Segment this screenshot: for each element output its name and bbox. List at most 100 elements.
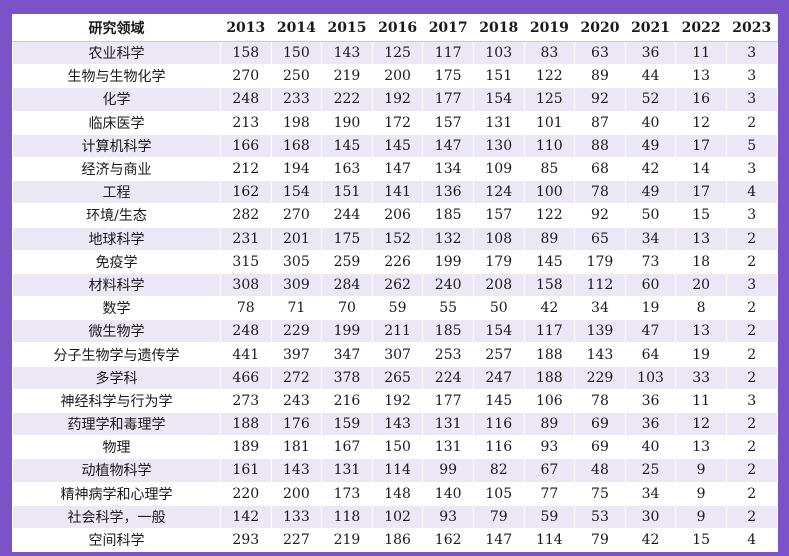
field-name-cell: 地球科学: [12, 226, 221, 251]
value-cell: 198: [270, 110, 323, 135]
value-cell: 2: [725, 504, 778, 529]
value-cell: 270: [220, 64, 272, 89]
value-cell: 103: [624, 365, 677, 390]
table-frame: 研究领域 2013 2014 2015 2016 2017 2018 2019 …: [12, 14, 778, 553]
value-cell: 282: [220, 203, 272, 228]
table-row: 分子生物学与遗传学 441 397 347 307 253 257 188 143 64 19 2: [12, 342, 778, 367]
table-row: 微生物学 248 229 199 211 185 154 117 139 47 13 2: [12, 319, 778, 344]
table-body: 农业科学 158 150 143 125 117 103 83 63 36 11 3 生物与生物化学 27…: [12, 40, 778, 553]
value-cell: 378: [321, 365, 373, 390]
value-cell: 13: [675, 64, 727, 89]
value-cell: 179: [472, 249, 525, 274]
value-cell: 131: [422, 435, 474, 460]
value-cell: 34: [574, 296, 626, 321]
value-cell: 17: [675, 133, 727, 158]
value-cell: 73: [624, 249, 677, 274]
value-cell: 2: [725, 249, 778, 274]
table-row: 农业科学 158 150 143 125 117 103 83 63 36 11 3: [12, 40, 778, 66]
table-row: 临床医学 213 198 190 172 157 131 101 87 40 12 2: [12, 110, 778, 135]
value-cell: 68: [574, 156, 626, 182]
value-cell: 2: [725, 226, 778, 251]
value-cell: 42: [523, 296, 576, 321]
value-cell: 19: [675, 342, 727, 367]
value-cell: 112: [574, 272, 626, 298]
value-cell: 175: [321, 226, 373, 251]
value-cell: 145: [523, 249, 576, 274]
header-year: 2015: [321, 14, 373, 42]
value-cell: 220: [220, 481, 272, 506]
header-year: 2020: [574, 14, 626, 42]
value-cell: 78: [574, 180, 626, 205]
value-cell: 125: [371, 40, 424, 66]
value-cell: 125: [523, 87, 576, 112]
value-cell: 253: [422, 342, 474, 367]
value-cell: 20: [675, 272, 727, 298]
value-cell: 194: [270, 156, 323, 182]
value-cell: 188: [220, 411, 272, 437]
value-cell: 143: [574, 342, 626, 367]
value-cell: 186: [371, 527, 424, 553]
value-cell: 2: [725, 435, 778, 460]
value-cell: 75: [574, 481, 626, 506]
header-year: 2021: [624, 14, 677, 42]
table-row: 神经科学与行为学 273 243 216 192 177 145 106 78 36 11 3: [12, 388, 778, 414]
field-name-cell: 精神病学和心理学: [12, 481, 221, 506]
table-row: 经济与商业 212 194 163 147 134 109 85 68 42 14 3: [12, 156, 778, 182]
value-cell: 15: [675, 527, 727, 553]
table-row: 数学 78 71 70 59 55 50 42 34 19 8 2: [12, 296, 778, 321]
header-year: 2016: [371, 14, 424, 42]
header-year: 2019: [523, 14, 576, 42]
value-cell: 65: [574, 226, 626, 251]
value-cell: 19: [624, 296, 677, 321]
field-name-cell: 数学: [12, 296, 221, 321]
value-cell: 2: [725, 458, 778, 483]
value-cell: 172: [371, 110, 424, 135]
table-row: 社会科学，一般 142 133 118 102 93 79 59 53 30 9 2: [12, 504, 778, 529]
value-cell: 131: [472, 110, 525, 135]
value-cell: 309: [270, 272, 323, 298]
table-row: 物理 189 181 167 150 131 116 93 69 40 13 2: [12, 435, 778, 460]
value-cell: 206: [371, 203, 424, 228]
value-cell: 30: [624, 504, 677, 529]
value-cell: 233: [270, 87, 323, 112]
value-cell: 259: [321, 249, 373, 274]
value-cell: 147: [371, 156, 424, 182]
value-cell: 151: [472, 64, 525, 89]
value-cell: 141: [371, 180, 424, 205]
value-cell: 3: [725, 272, 778, 298]
value-cell: 148: [371, 481, 424, 506]
value-cell: 3: [725, 40, 778, 66]
value-cell: 145: [472, 388, 525, 414]
value-cell: 18: [675, 249, 727, 274]
value-cell: 3: [725, 87, 778, 112]
table-row: 动植物科学 161 143 131 114 99 82 67 48 25 9 2: [12, 458, 778, 483]
value-cell: 224: [422, 365, 474, 390]
value-cell: 11: [675, 40, 727, 66]
value-cell: 222: [321, 87, 373, 112]
value-cell: 154: [472, 319, 525, 344]
value-cell: 154: [270, 180, 323, 205]
value-cell: 2: [725, 319, 778, 344]
value-cell: 9: [675, 458, 727, 483]
value-cell: 48: [574, 458, 626, 483]
header-year: 2023: [725, 14, 778, 42]
value-cell: 44: [624, 64, 677, 89]
value-cell: 188: [523, 342, 576, 367]
value-cell: 192: [371, 87, 424, 112]
value-cell: 114: [523, 527, 576, 553]
value-cell: 53: [574, 504, 626, 529]
value-cell: 79: [574, 527, 626, 553]
field-name-cell: 环境/生态: [12, 203, 221, 228]
value-cell: 42: [624, 527, 677, 553]
value-cell: 34: [624, 481, 677, 506]
field-name-cell: 社会科学，一般: [12, 504, 221, 529]
value-cell: 105: [472, 481, 525, 506]
field-name-cell: 物理: [12, 435, 221, 460]
value-cell: 131: [422, 411, 474, 437]
value-cell: 293: [220, 527, 272, 553]
value-cell: 34: [624, 226, 677, 251]
value-cell: 64: [624, 342, 677, 367]
header-year: 2018: [472, 14, 525, 42]
value-cell: 152: [371, 226, 424, 251]
value-cell: 143: [321, 40, 373, 66]
